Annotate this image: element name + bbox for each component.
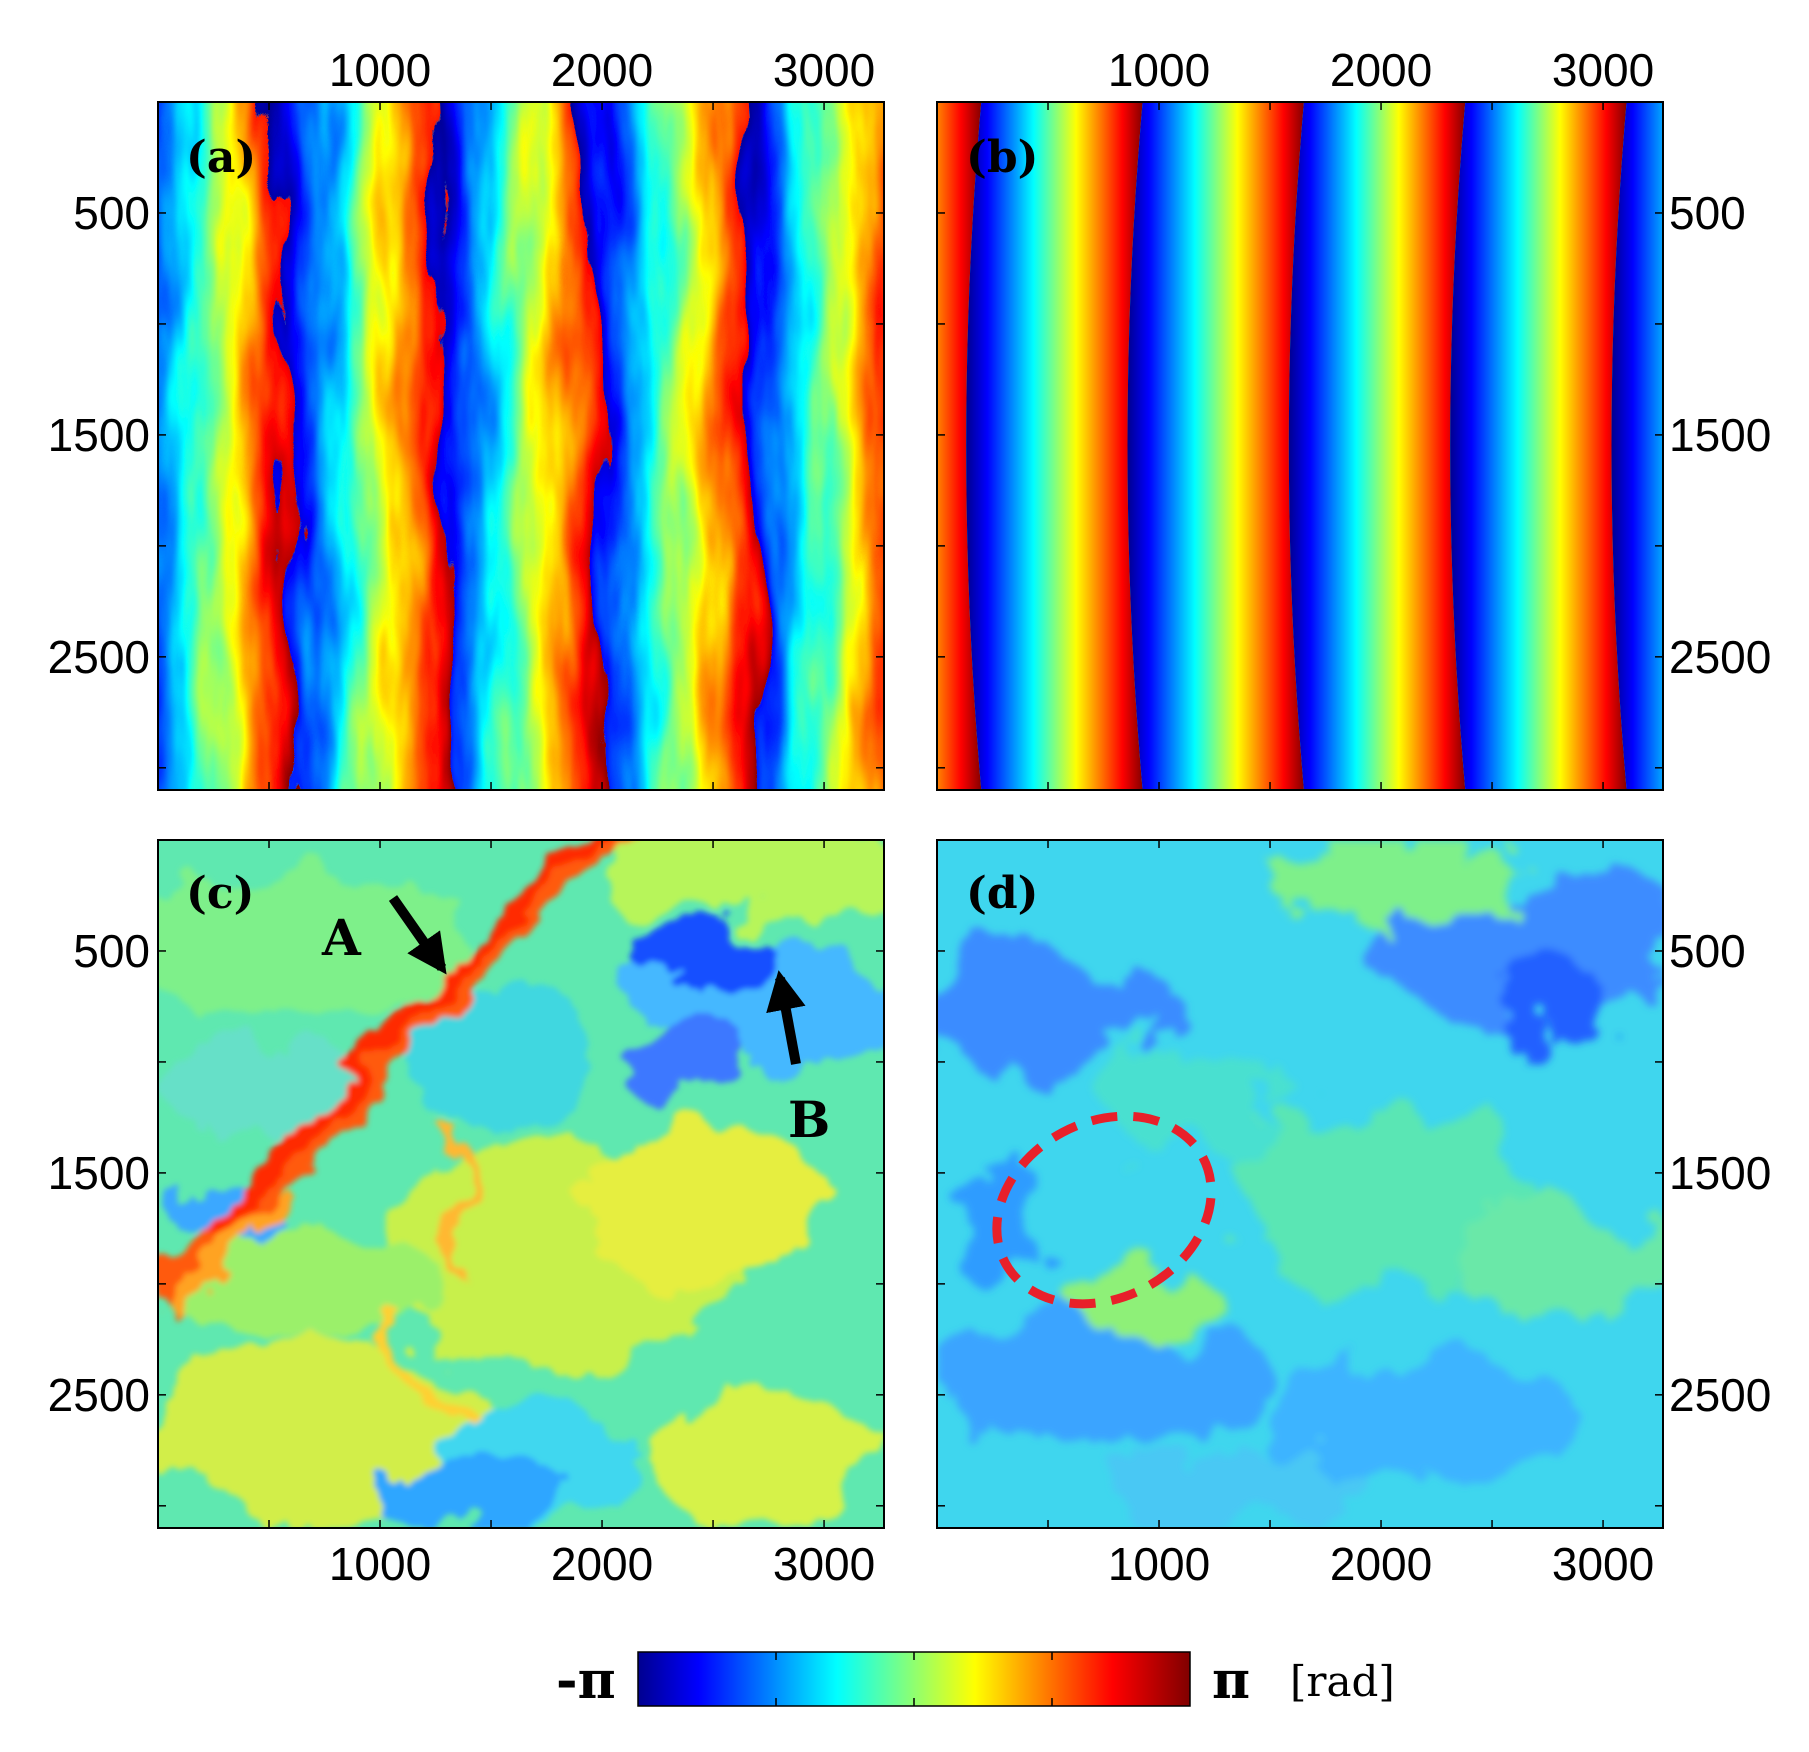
annotation-a-label: A bbox=[321, 908, 362, 967]
panel-b-fringes bbox=[937, 92, 1809, 800]
x-tick-label: 1000 bbox=[1108, 1538, 1210, 1590]
panel-c-field bbox=[158, 840, 884, 1528]
panel-b-fringe bbox=[1611, 102, 1663, 790]
x-tick-label: 2000 bbox=[551, 1538, 653, 1590]
y-tick-label: 2500 bbox=[48, 1369, 150, 1421]
y-tick-label: 2500 bbox=[1669, 1369, 1771, 1421]
annotation-a-arrow bbox=[388, 895, 447, 975]
panel-b: 1000 2000 3000 500 1500 2500 (b) bbox=[936, 44, 1809, 800]
panel-a-ticks: 1000 2000 3000 500 1500 2500 bbox=[48, 44, 884, 790]
colorbar-max-label: π bbox=[1212, 1650, 1250, 1711]
x-tick-label: 2000 bbox=[551, 44, 653, 96]
x-tick-label: 3000 bbox=[773, 1538, 875, 1590]
annotation-b-arrow bbox=[766, 970, 806, 1065]
panel-d-label: (d) bbox=[966, 868, 1038, 919]
colorbar: -π π [rad] bbox=[556, 1650, 1395, 1711]
y-tick-label: 500 bbox=[73, 925, 150, 977]
y-tick-label: 1500 bbox=[48, 1147, 150, 1199]
colorbar-ticks bbox=[775, 1652, 1053, 1706]
panel-b-fringe bbox=[937, 102, 982, 790]
panel-b-fringe bbox=[1773, 92, 1809, 800]
panel-b-fringe bbox=[1288, 102, 1466, 790]
highlight-ellipse bbox=[992, 1111, 1216, 1309]
panel-a-fringe bbox=[158, 102, 302, 790]
x-tick-label: 2000 bbox=[1330, 44, 1432, 96]
y-tick-label: 2500 bbox=[1669, 631, 1771, 683]
x-tick-label: 3000 bbox=[773, 44, 875, 96]
panel-b-frame bbox=[936, 101, 1664, 791]
y-tick-label: 1500 bbox=[1669, 409, 1771, 461]
colorbar-min-label: -π bbox=[556, 1650, 616, 1711]
panel-c-ticks: 1000 2000 3000 500 1500 2500 bbox=[48, 840, 884, 1590]
panel-b-fringe bbox=[1450, 102, 1627, 790]
panel-d-field bbox=[937, 840, 1663, 1528]
panel-a-frame bbox=[157, 101, 885, 791]
panel-c-frame bbox=[157, 839, 885, 1529]
y-tick-label: 500 bbox=[73, 187, 150, 239]
panel-c-label: (c) bbox=[186, 868, 254, 919]
panel-a-fringe bbox=[738, 102, 884, 790]
x-tick-label: 3000 bbox=[1552, 44, 1654, 96]
annotation-b-label: B bbox=[788, 1090, 830, 1149]
panel-a-label: (a) bbox=[186, 132, 256, 183]
panel-a-fringe bbox=[583, 102, 765, 790]
x-tick-label: 1000 bbox=[329, 1538, 431, 1590]
y-tick-label: 1500 bbox=[48, 409, 150, 461]
panel-b-fringe bbox=[966, 102, 1143, 790]
x-tick-label: 1000 bbox=[329, 44, 431, 96]
panel-d-frame bbox=[936, 839, 1664, 1529]
y-tick-label: 500 bbox=[1669, 187, 1746, 239]
colorbar-unit: [rad] bbox=[1290, 1657, 1395, 1706]
colorbar-gradient bbox=[637, 1651, 1191, 1707]
panel-b-ticks: 1000 2000 3000 500 1500 2500 bbox=[937, 44, 1771, 790]
y-tick-label: 2500 bbox=[48, 631, 150, 683]
panel-a-fringe bbox=[429, 102, 611, 790]
panel-b-label: (b) bbox=[966, 132, 1038, 183]
y-tick-label: 1500 bbox=[1669, 1147, 1771, 1199]
panel-a-fringe bbox=[274, 102, 456, 790]
x-tick-label: 1000 bbox=[1108, 44, 1210, 96]
panel-c: 1000 2000 3000 500 1500 2500 (c) A B bbox=[48, 839, 885, 1590]
x-tick-label: 3000 bbox=[1552, 1538, 1654, 1590]
panel-d-ticks: 1000 2000 3000 500 1500 2500 bbox=[937, 840, 1771, 1590]
y-tick-label: 500 bbox=[1669, 925, 1746, 977]
panel-a: 1000 2000 3000 500 1500 2500 (a) bbox=[48, 44, 885, 791]
x-tick-label: 2000 bbox=[1330, 1538, 1432, 1590]
panel-d: 1000 2000 3000 500 1500 2500 (d) bbox=[936, 839, 1771, 1590]
panel-b-fringe bbox=[1127, 102, 1304, 790]
panel-a-fringes bbox=[158, 102, 884, 790]
